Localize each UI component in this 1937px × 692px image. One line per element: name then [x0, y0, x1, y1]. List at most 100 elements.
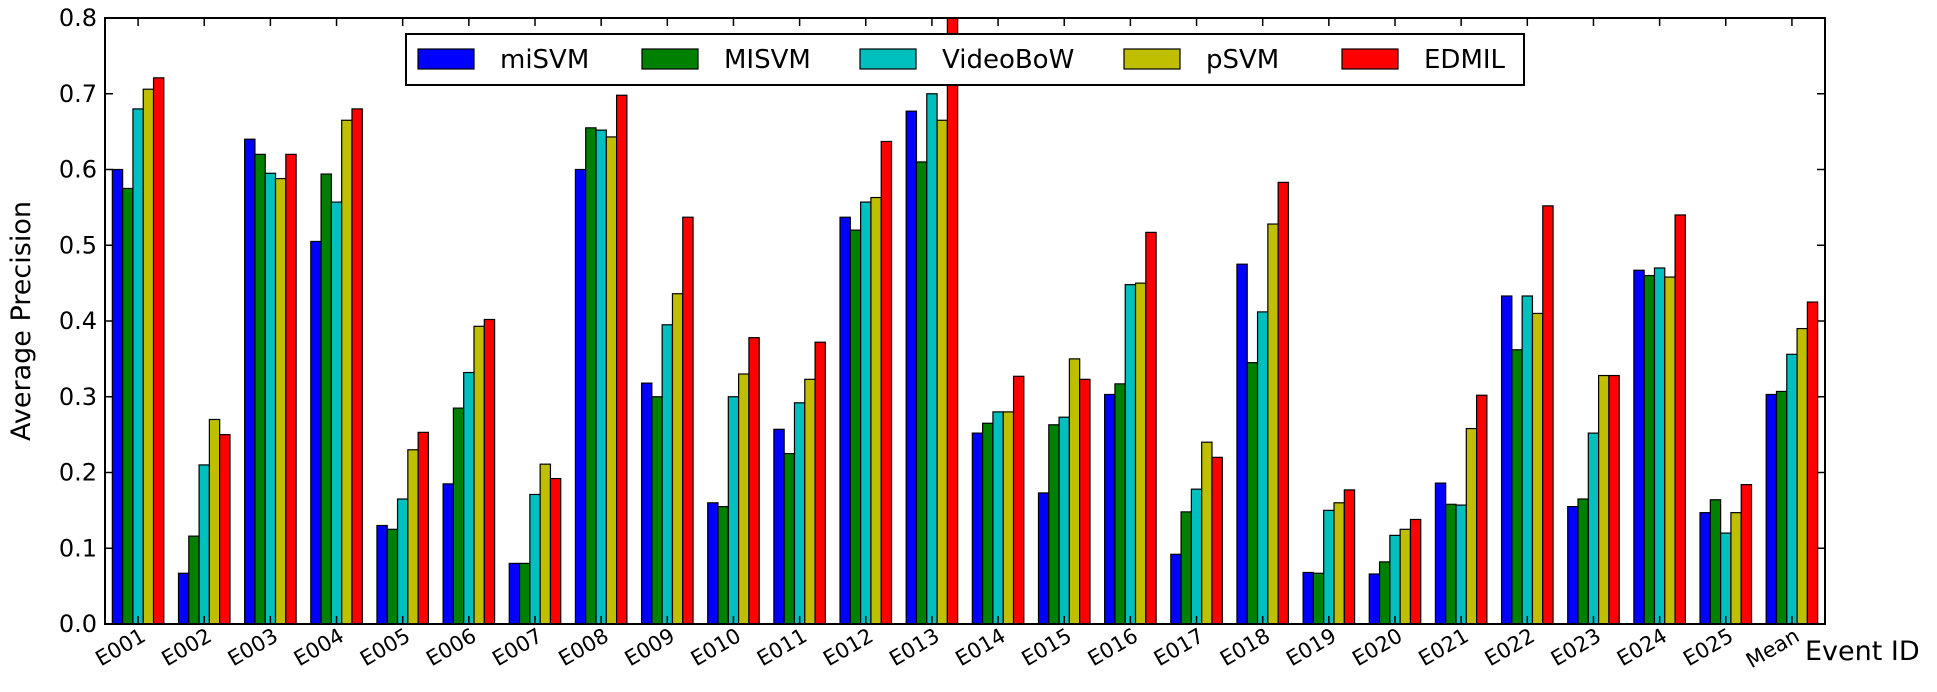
x-tick-label: E015: [1017, 624, 1075, 671]
x-tick-label: E003: [224, 624, 282, 671]
bar-misvm-e017: [1170, 553, 1182, 624]
bar-videobow-e018: [1256, 311, 1269, 624]
y-tick-label: 0.2: [59, 459, 97, 487]
bar-misvm-e012: [839, 216, 851, 624]
legend-label-psvm: pSVM: [1206, 45, 1279, 75]
bar-videobow-e004: [330, 201, 343, 624]
bar-misvm-e004: [320, 173, 332, 624]
bar-edmil-e024: [1674, 214, 1686, 624]
bar-psvm-e016: [1134, 282, 1147, 624]
bar-edmil-e014: [1012, 375, 1025, 624]
bar-psvm-e025: [1730, 512, 1742, 624]
bar-misvm-e021: [1445, 503, 1457, 624]
bar-edmil-e025: [1740, 484, 1753, 624]
bar-misvm-e012: [849, 229, 862, 624]
bar-psvm-e001: [142, 88, 155, 624]
bar-edmil-e022: [1542, 205, 1554, 624]
bar-edmil-e012: [880, 140, 893, 624]
bar-psvm-e024: [1664, 276, 1676, 624]
bar-misvm-mean: [1775, 390, 1788, 624]
bar-misvm-e019: [1302, 571, 1314, 624]
x-tick-label: E013: [885, 624, 943, 671]
bar-misvm-e005: [386, 528, 399, 624]
bar-misvm-e002: [188, 535, 200, 624]
bar-psvm-e011: [804, 378, 816, 624]
bar-misvm-e007: [508, 562, 521, 624]
bar-misvm-e025: [1699, 512, 1711, 624]
bar-psvm-e003: [274, 177, 287, 624]
bar-misvm-e002: [177, 572, 190, 624]
bar-misvm-e013: [905, 110, 918, 624]
bar-videobow-e008: [595, 129, 607, 624]
legend-swatch-misvm: [417, 48, 475, 70]
x-tick-label: E010: [687, 624, 745, 671]
x-tick-label: E018: [1216, 624, 1274, 671]
y-tick-label: 0.8: [59, 4, 97, 32]
y-axis: 0.0 0.1 0.2 0.3 0.4 0.5 0.6 0.7 0.8: [59, 4, 1825, 638]
bar-videobow-e010: [727, 396, 740, 624]
bar-misvm-e001: [122, 187, 134, 624]
bar-edmil-e005: [417, 431, 430, 624]
bar-videobow-e007: [529, 493, 541, 624]
bar-edmil-e002: [219, 434, 231, 624]
x-tick-label: E011: [753, 624, 811, 671]
bar-psvm-e014: [1002, 411, 1015, 624]
bar-misvm-e010: [707, 502, 719, 624]
x-tick-label: E024: [1613, 624, 1671, 671]
bar-edmil-e003: [285, 153, 297, 624]
x-tick-label: E006: [422, 624, 480, 671]
legend-swatch-videobow: [859, 48, 917, 70]
bar-psvm-e002: [208, 418, 221, 624]
bar-psvm-e015: [1068, 358, 1081, 624]
bar-misvm-e015: [1048, 424, 1060, 624]
bar-misvm-e010: [717, 505, 729, 624]
bar-videobow-e011: [793, 402, 806, 624]
bar-psvm-e019: [1333, 502, 1345, 624]
bar-videobow-e021: [1455, 504, 1467, 624]
bar-psvm-e022: [1531, 312, 1544, 624]
x-tick-label: E008: [554, 624, 612, 671]
bar-edmil-e019: [1343, 489, 1356, 624]
bar-videobow-e025: [1720, 532, 1732, 624]
bar-psvm-e010: [738, 373, 750, 624]
bar-edmil-e018: [1277, 181, 1290, 624]
bar-misvm-e011: [773, 428, 785, 624]
y-tick-label: 0.6: [59, 156, 97, 184]
x-tick-label: E020: [1348, 624, 1406, 671]
bar-videobow-e001: [132, 108, 144, 624]
bar-psvm-e017: [1201, 441, 1213, 624]
bar-misvm-e008: [574, 168, 587, 624]
bar-videobow-e014: [992, 411, 1004, 624]
bar-edmil-e017: [1211, 456, 1223, 624]
y-tick-label: 0.4: [59, 307, 97, 335]
bar-misvm-e003: [244, 138, 256, 624]
x-tick-label: E014: [951, 624, 1009, 671]
bar-misvm-e016: [1104, 393, 1116, 624]
bar-edmil-e016: [1145, 231, 1157, 624]
bar-videobow-e009: [661, 324, 674, 624]
bar-edmil-e020: [1409, 518, 1422, 624]
bar-videobow-mean: [1786, 353, 1798, 624]
bar-psvm-e023: [1598, 374, 1610, 624]
bar-edmil-e011: [814, 341, 826, 624]
legend-label-edmil: EDMIL: [1424, 45, 1506, 75]
legend-frame: [405, 33, 1525, 86]
y-axis-label: Average Precision: [6, 201, 37, 441]
bar-edmil-e001: [152, 77, 165, 624]
bar-videobow-e003: [264, 172, 277, 624]
x-axis-label: Event ID: [1805, 636, 1920, 667]
bar-videobow-e023: [1587, 432, 1600, 624]
legend: miSVM MISVM VideoBoW pSVM EDMIL: [405, 33, 1525, 86]
bar-psvm-mean: [1796, 327, 1808, 624]
legend-swatch-edmil: [1341, 48, 1399, 70]
bar-edmil-e008: [615, 94, 628, 624]
x-tick-label: E016: [1084, 624, 1142, 671]
bar-edmil-e023: [1608, 374, 1620, 624]
bar-misvm-e009: [640, 382, 653, 624]
bar-videobow-e022: [1521, 295, 1534, 624]
bar-psvm-e012: [870, 196, 882, 624]
bar-misvm-e020: [1368, 573, 1381, 624]
legend-label-misvm: miSVM: [500, 45, 589, 75]
bar-misvm-e006: [442, 483, 455, 624]
